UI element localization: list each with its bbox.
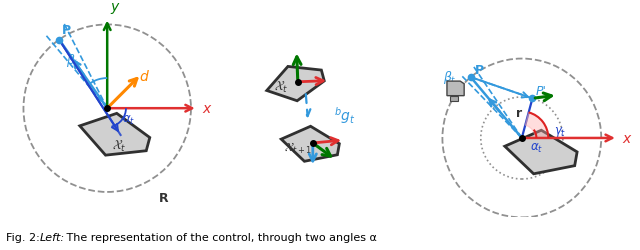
Text: $\mathbf{r}$: $\mathbf{r}$ [515,106,523,119]
Text: x: x [622,132,630,145]
Text: Fig. 2:: Fig. 2: [6,232,44,242]
Text: $\beta_t$: $\beta_t$ [443,69,457,86]
Text: $\mathbf{R}$: $\mathbf{R}$ [159,191,170,204]
Text: $\gamma_t$: $\gamma_t$ [554,124,566,138]
Text: $\alpha_t$: $\alpha_t$ [530,141,543,154]
Text: $\beta_t$: $\beta_t$ [65,52,79,68]
Text: d: d [140,70,148,84]
Polygon shape [281,127,339,162]
Polygon shape [449,96,458,102]
Polygon shape [267,67,324,101]
Text: x: x [202,102,211,116]
Text: Left:: Left: [40,232,65,242]
Polygon shape [447,82,464,96]
Text: $\mathcal{X}_{t+1}$: $\mathcal{X}_{t+1}$ [284,140,312,155]
Polygon shape [525,113,548,138]
Text: $^b g_t$: $^b g_t$ [334,105,355,126]
Text: $\mathcal{X}_t$: $\mathcal{X}_t$ [275,79,289,94]
Text: y: y [111,0,119,14]
Text: The representation of the control, through two angles α: The representation of the control, throu… [63,232,376,242]
Text: $\mathcal{X}_t$: $\mathcal{X}_t$ [112,138,127,153]
Text: $\alpha_t$: $\alpha_t$ [122,113,135,126]
Text: P': P' [536,84,547,97]
Polygon shape [505,131,577,174]
Text: P: P [475,64,484,77]
Text: P: P [62,24,71,36]
Polygon shape [80,114,150,156]
